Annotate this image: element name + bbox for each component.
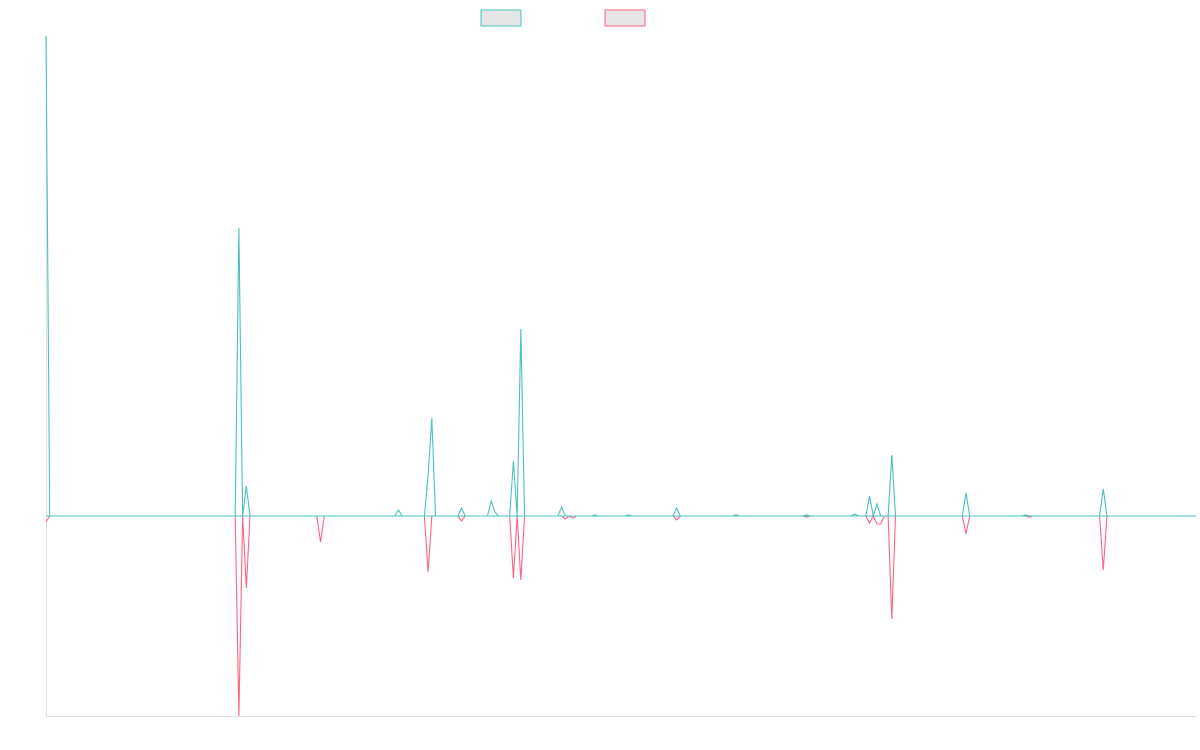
series-layer: [45, 35, 1196, 717]
chart-legend: [480, 9, 646, 27]
series-line-1: [45, 35, 1196, 517]
legend-swatch-series-1[interactable]: [480, 9, 522, 27]
legend-swatch-series-2[interactable]: [604, 9, 646, 27]
series-line-2: [45, 514, 1196, 717]
chart-axes: [46, 36, 1196, 717]
